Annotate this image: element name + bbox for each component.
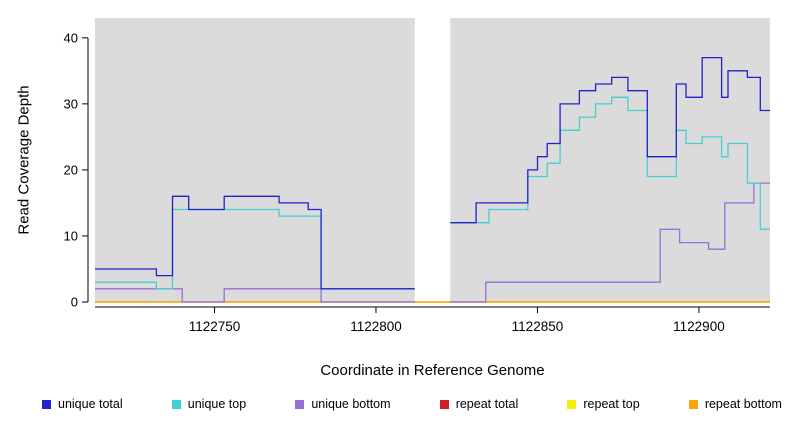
y-axis-title: Read Coverage Depth [15,85,33,235]
legend-item-unique-bottom: unique bottom [295,397,391,411]
legend-label: repeat total [455,397,519,411]
series-line-unique-total [450,56,770,224]
legend-swatch-icon [688,399,698,409]
series-line-unique-bottom [95,288,415,303]
series-line-unique-total [95,195,415,290]
legend-label: repeat bottom [704,397,782,411]
series-line-unique-bottom [450,182,770,303]
legend-item-unique-total: unique total [42,397,123,411]
y-tick-label: 30 [64,96,78,111]
legend-label: unique bottom [311,397,391,411]
chart-legend: unique total unique top unique bottom repea… [42,397,782,411]
legend-item-repeat-bottom: repeat bottom [688,397,782,411]
legend-swatch-icon [42,399,51,409]
x-tick-label: 1122850 [512,319,564,334]
legend-label: unique top [187,397,247,411]
legend-swatch-icon [439,399,449,409]
x-tick-label: 1122800 [350,319,402,334]
y-tick-label: 10 [64,228,78,243]
legend-label: repeat top [583,397,640,411]
legend-item-repeat-top: repeat top [567,397,640,411]
series-line-unique-top [450,96,770,230]
x-tick-label: 1122900 [673,319,725,334]
x-tick-label: 1122750 [189,319,241,334]
plot-panel-left [95,18,415,302]
y-tick-label: 20 [64,162,78,177]
legend-label: unique total [58,397,123,411]
y-tick-label: 40 [64,30,78,45]
x-axis-title: Coordinate in Reference Genome [320,362,545,379]
legend-swatch-icon [171,399,181,409]
y-tick-label: 0 [71,295,78,310]
plot-panel-right [450,18,770,302]
legend-item-unique-top: unique top [171,397,247,411]
legend-swatch-icon [295,399,305,409]
legend-swatch-icon [567,399,577,409]
legend-item-repeat-total: repeat total [439,397,519,411]
